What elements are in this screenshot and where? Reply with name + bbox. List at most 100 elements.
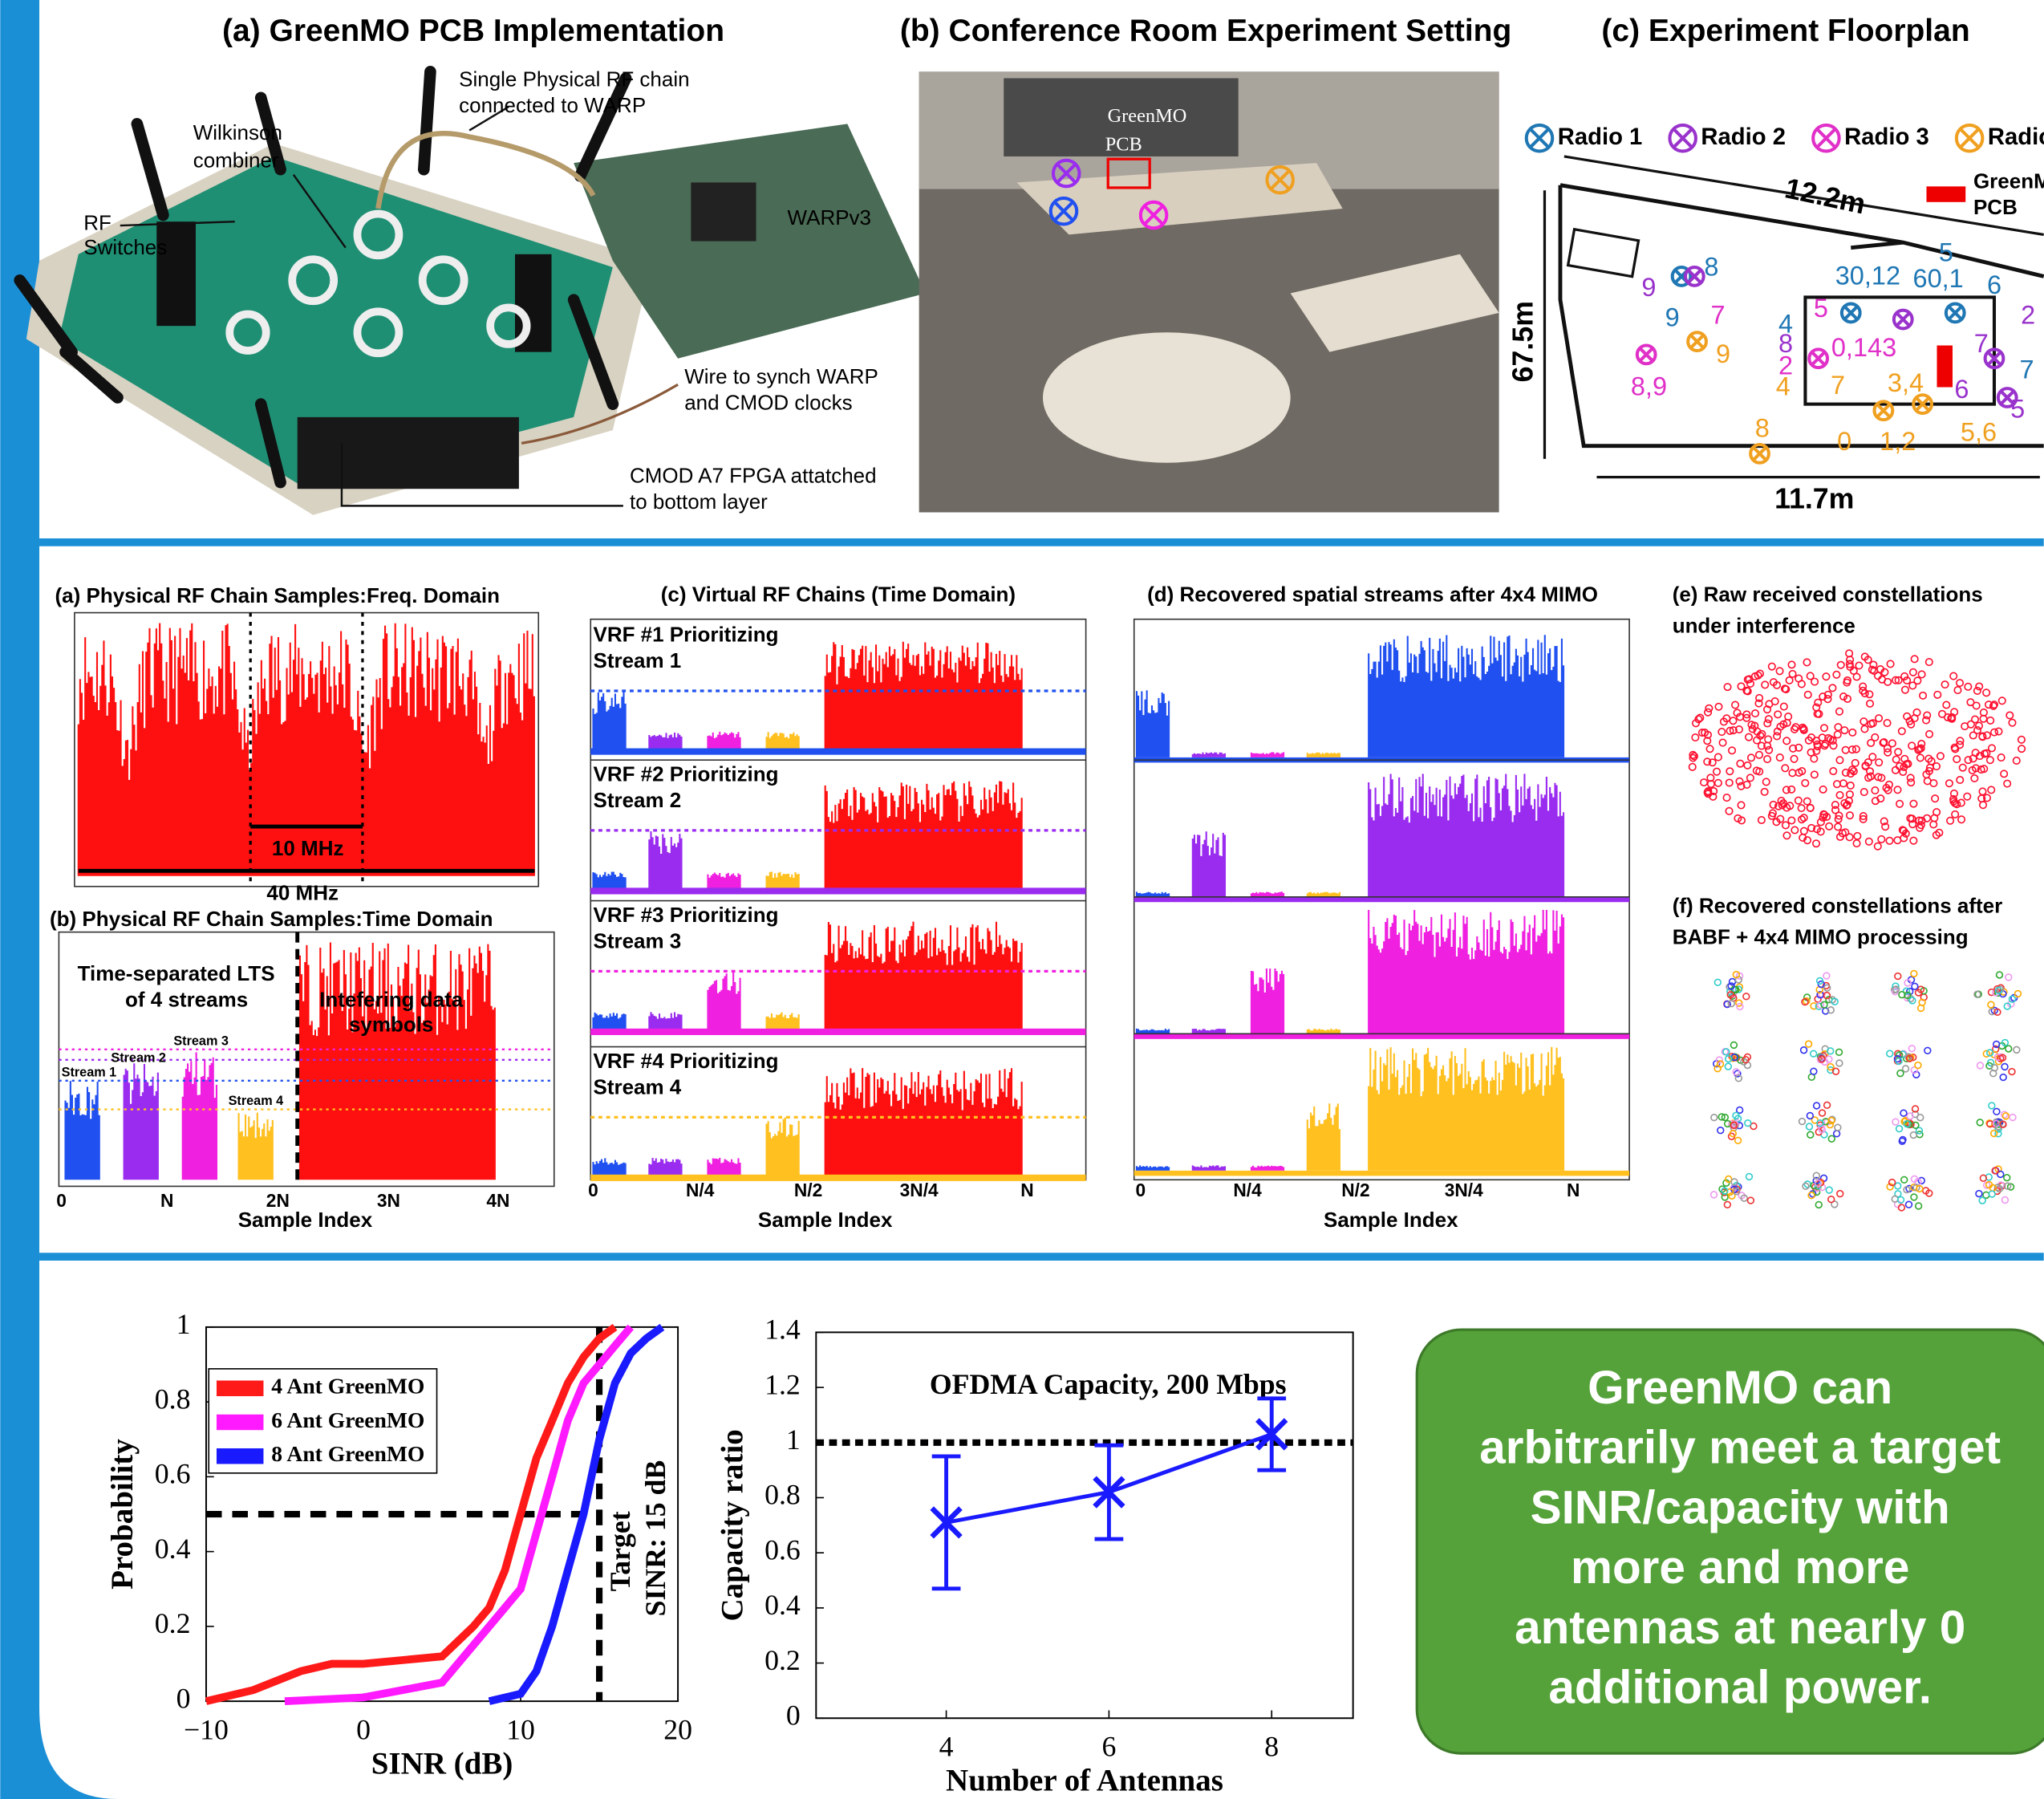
label: 6 Ant GreenMO [271,1407,424,1432]
pcb-swatch [1926,186,1965,201]
label: 4N [486,1190,509,1211]
label: more and more [1571,1541,1909,1594]
signal-trace [1251,891,1284,896]
label: 5 [1939,238,1953,266]
label: 11.7m [1774,482,1854,514]
label: BABF + 4x4 MIMO processing [1673,925,1969,949]
label: 0.8 [155,1383,191,1415]
label: 30,12 [1835,262,1900,290]
label: Radio 4 [1988,124,2044,150]
label: N [160,1190,173,1211]
label: Target [604,1511,636,1591]
label: N/2 [1341,1180,1369,1200]
label: 10 MHz [272,836,344,860]
label: 3N/4 [900,1180,939,1200]
label: 3N/4 [1445,1180,1483,1200]
label: Stream 2 [111,1051,166,1066]
legend-swatch [217,1448,263,1464]
label: 67.5m [1507,301,1539,382]
label: 1.4 [764,1314,801,1346]
label: 4 [1776,372,1791,401]
label: WARPv3 [788,205,871,229]
label: Number of Antennas [946,1763,1223,1797]
label: Single Physical RF chain [459,67,689,91]
label: 6 [1954,375,1969,404]
label: (f) Recovered constellations after [1673,894,2003,918]
baseline [1134,1034,1629,1038]
label: OFDMA Capacity, 200 Mbps [930,1368,1287,1400]
label: 7 [2020,355,2034,384]
label: SINR: 15 dB [639,1460,671,1617]
label: 1.2 [764,1368,801,1400]
label: N [1567,1180,1580,1200]
label: 1 [786,1423,801,1456]
label: (e) Raw received constellations [1673,582,1983,606]
label: Wire to synch WARP [684,364,878,388]
label: Stream 3 [593,928,681,952]
label: 8 Ant GreenMO [271,1441,424,1466]
pcb [1937,346,1952,388]
label: to bottom layer [630,489,768,514]
separator [39,1253,2044,1261]
label: VRF #4 Prioritizing [593,1049,778,1073]
label: 10 [506,1713,535,1745]
label: RF [83,210,112,234]
baseline [590,1029,1085,1035]
label: 7 [1831,371,1845,400]
label: 0.4 [764,1589,801,1621]
label: (a) GreenMO PCB Implementation [222,14,724,48]
label: N [1020,1180,1033,1200]
label: Sample Index [758,1208,893,1232]
label: Stream 4 [229,1094,284,1108]
label: additional power. [1548,1662,1932,1714]
label: 0.2 [155,1607,191,1639]
legend-swatch [217,1380,263,1395]
label: Stream 1 [62,1065,117,1079]
label: GreenMO can [1588,1362,1892,1414]
label: VRF #3 Prioritizing [593,903,778,927]
label: Radio 1 [1558,124,1643,150]
baseline [1134,1171,1629,1176]
label: (c) Virtual RF Chains (Time Domain) [661,582,1016,606]
label: Sample Index [238,1208,373,1232]
label: Time-separated LTS [78,961,275,985]
label: Stream 2 [593,788,681,812]
label: 0 [1837,427,1851,456]
label: connected to WARP [459,93,646,117]
label: (b) Physical RF Chain Samples:Time Domai… [50,907,493,931]
label: Switches [83,235,167,259]
baseline [590,1175,1085,1181]
label: 6 [1101,1730,1116,1762]
label: 5 [1814,294,1828,323]
label: Wilkinson [193,120,282,144]
label: 1 [176,1308,191,1340]
label: (d) Recovered spatial streams after 4x4 … [1147,582,1598,606]
label: 0.6 [155,1458,191,1490]
label: 4 Ant GreenMO [271,1374,424,1399]
legend-swatch [217,1415,263,1430]
label: 8 [1755,414,1770,443]
baseline [1134,897,1629,902]
label: 0.4 [155,1533,191,1565]
label: N/4 [1233,1180,1262,1200]
label: Capacity ratio [716,1429,750,1621]
label: under interference [1673,613,1855,637]
label: of 4 streams [125,988,248,1012]
baseline [590,887,1085,894]
label: 9 [1641,273,1656,302]
label: Probability [105,1439,140,1590]
label: 0 [56,1190,67,1211]
label: GreenMO [1108,105,1187,127]
label: 2 [2021,300,2035,329]
label: 0.8 [764,1479,801,1511]
label: (c) Experiment Floorplan [1601,14,1969,48]
label: 60,1 [1913,264,1964,293]
label: 8 [1264,1730,1279,1762]
label: SINR (dB) [371,1746,513,1781]
label: PCB [1973,195,2018,219]
separator [39,538,2044,546]
label: 0 [356,1713,371,1745]
label: N/4 [686,1180,715,1200]
label: 5,6 [1961,418,1997,447]
page: (a) GreenMO PCB Implementation(b) Confer… [0,0,2044,1799]
